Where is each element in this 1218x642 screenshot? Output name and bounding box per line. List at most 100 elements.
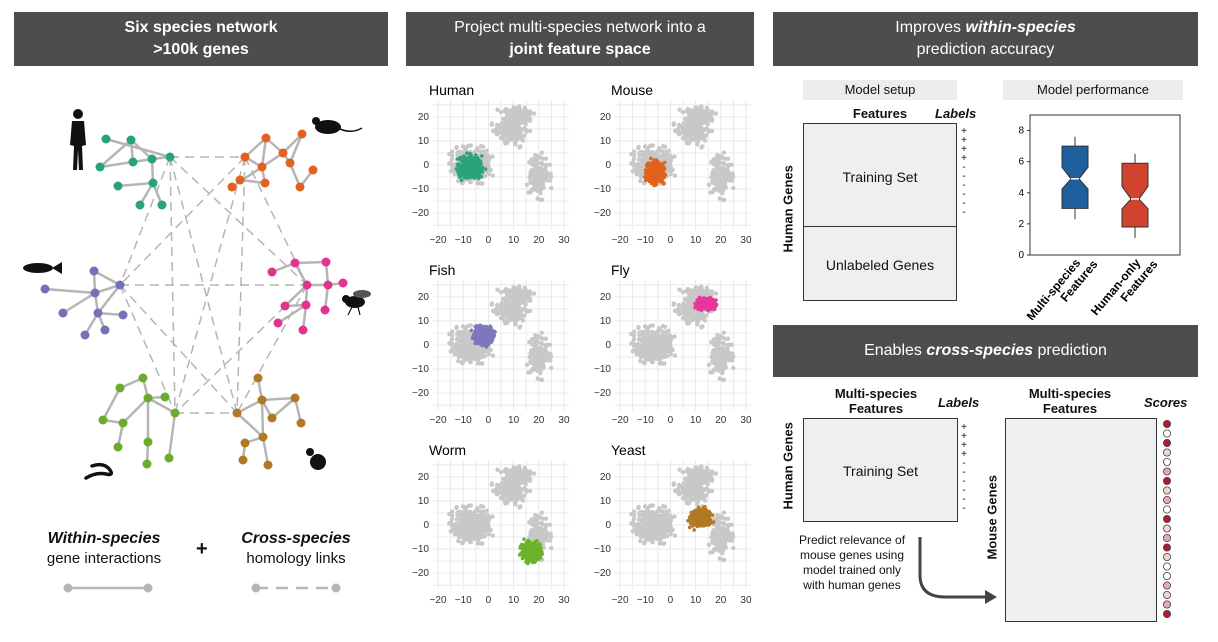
y-tick-label: −10 — [594, 184, 611, 195]
panel3-subtitle: prediction accuracy — [916, 41, 1055, 58]
score-dot — [1163, 515, 1171, 524]
score-dot — [1163, 496, 1171, 505]
scatter-title: Yeast — [611, 442, 646, 458]
scatter-yeast: Yeast −20 −10 0 10 20 30 20 10 0 −10 −20 — [594, 442, 752, 606]
panel3-title-em: within-species — [965, 19, 1076, 36]
score-dot — [1163, 448, 1171, 457]
score-dot — [1163, 467, 1171, 476]
training-set-box-cross: Training Set — [803, 418, 958, 522]
x-tick-label: −20 — [430, 415, 447, 426]
score-dot — [1163, 438, 1171, 447]
human-cluster — [95, 134, 175, 210]
y-tick-label: −20 — [412, 568, 429, 579]
legend-solid-line — [63, 583, 153, 593]
legend-within-sub: gene interactions — [46, 550, 162, 567]
embedding-plots: Human −20 −10 0 10 20 30 20 10 0 −10 −20 Mouse −20 −10… — [395, 80, 770, 640]
y-tick-label: 20 — [600, 112, 612, 123]
score-dot — [1163, 590, 1171, 599]
y-tick-label: 0 — [605, 340, 611, 351]
yeast-cluster — [232, 373, 306, 470]
y-tick-label: 10 — [600, 496, 612, 507]
y-tick-label: −10 — [594, 364, 611, 375]
model-performance-chart: 02468Multi-speciesFeaturesHuman-onlyFeat… — [1018, 114, 1181, 320]
score-dot — [1163, 609, 1171, 618]
score-dot — [1163, 581, 1171, 590]
x-tick-label: 0 — [668, 235, 674, 246]
worm-silhouette-icon — [84, 462, 114, 480]
worm-cluster — [98, 373, 180, 469]
y-tick-label: −20 — [594, 568, 611, 579]
x-tick-label: 30 — [558, 595, 570, 606]
y-tick-label: −20 — [412, 388, 429, 399]
x-tick-label: −10 — [637, 235, 654, 246]
training-set-label: Training Set — [842, 169, 918, 185]
human-genes-axis: Human Genes — [780, 165, 796, 253]
score-dot — [1163, 486, 1171, 495]
scatter-title: Human — [429, 82, 474, 98]
labels-signs-cross: + + + + - - - - - - — [961, 422, 967, 514]
scatter-title: Worm — [429, 442, 466, 458]
panel3-banner: Improves within-species prediction accur… — [773, 12, 1198, 66]
y-tick-label: 0 — [423, 520, 429, 531]
panel4-title-post: prediction — [1033, 342, 1107, 359]
scatter-fly: Fly −20 −10 0 10 20 30 20 10 0 −10 −20 — [594, 262, 752, 426]
y-tick-label: 0 — [423, 340, 429, 351]
predict-arrow-icon — [918, 537, 997, 604]
boxplot-y-tick: 2 — [1018, 219, 1024, 230]
score-dot — [1163, 552, 1171, 561]
y-tick-label: 20 — [418, 472, 430, 483]
features-label: Features — [852, 106, 908, 121]
scatter-title: Mouse — [611, 82, 653, 98]
panel4-title-em: cross-species — [926, 342, 1034, 359]
unlabeled-genes-label: Unlabeled Genes — [825, 257, 935, 273]
score-dot — [1163, 543, 1171, 552]
boxplot-y-tick: 6 — [1018, 157, 1024, 168]
panel2-title: Project multi-species network into a — [454, 19, 706, 36]
labels-signs: + + + + - - - - - - — [961, 126, 967, 218]
y-tick-label: −20 — [594, 388, 611, 399]
predict-text: Predict relevance of mouse genes using m… — [798, 533, 906, 592]
x-tick-label: −20 — [612, 415, 629, 426]
labels-label-left: Labels — [938, 395, 980, 410]
boxplot-box — [1121, 153, 1149, 238]
x-tick-label: 30 — [558, 235, 570, 246]
fish-silhouette-icon — [23, 262, 62, 274]
x-tick-label: −20 — [612, 235, 629, 246]
score-dot — [1163, 458, 1171, 467]
x-tick-label: 20 — [715, 235, 727, 246]
fish-cluster — [40, 266, 128, 340]
legend-cross-sub: homology links — [246, 550, 346, 567]
y-tick-label: −10 — [412, 364, 429, 375]
panel4-title-pre: Enables — [864, 342, 927, 359]
y-tick-label: 10 — [418, 316, 430, 327]
training-set-label-cross: Training Set — [843, 463, 918, 479]
scatter-title: Fish — [429, 262, 455, 278]
legend-plus: + — [196, 538, 208, 560]
x-tick-label: −10 — [455, 235, 472, 246]
boxplot-box — [1061, 136, 1089, 220]
x-tick-label: −10 — [637, 595, 654, 606]
x-tick-label: 30 — [558, 415, 570, 426]
x-tick-label: 10 — [508, 235, 520, 246]
legend-dashed-line — [251, 583, 341, 593]
mouse-genes-box — [1005, 418, 1157, 622]
score-dot — [1163, 477, 1171, 486]
y-tick-label: −10 — [412, 544, 429, 555]
boxplot-y-tick: 4 — [1018, 188, 1024, 199]
scatter-mouse: Mouse −20 −10 0 10 20 30 20 10 0 −10 −20 — [594, 82, 752, 246]
scatter-fish: Fish −20 −10 0 10 20 30 20 10 0 −10 −20 — [412, 262, 570, 426]
legend-within-title: Within-species — [47, 530, 161, 547]
model-performance-header: Model performance — [1003, 80, 1183, 100]
x-tick-label: 0 — [486, 595, 492, 606]
x-tick-label: 20 — [533, 415, 545, 426]
scatter-human: Human −20 −10 0 10 20 30 20 10 0 −10 −20 — [412, 82, 570, 246]
scatter-title: Fly — [611, 262, 630, 278]
scatter-worm: Worm −20 −10 0 10 20 30 20 10 0 −10 −20 — [412, 442, 570, 606]
panel1-banner: Six species network >100k genes — [14, 12, 388, 66]
x-tick-label: 10 — [508, 595, 520, 606]
y-tick-label: 0 — [423, 160, 429, 171]
boxplot-y-tick: 0 — [1018, 250, 1024, 261]
x-tick-label: 20 — [533, 595, 545, 606]
mouse-cluster — [227, 129, 318, 192]
unlabeled-genes-box: Unlabeled Genes — [803, 226, 957, 301]
